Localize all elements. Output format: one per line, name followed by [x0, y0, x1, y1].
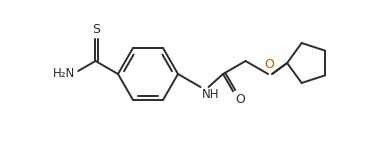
Text: S: S [92, 23, 101, 36]
Text: H₂N: H₂N [53, 66, 75, 80]
Text: O: O [264, 58, 274, 71]
Text: O: O [235, 93, 245, 106]
Text: NH: NH [201, 88, 219, 101]
